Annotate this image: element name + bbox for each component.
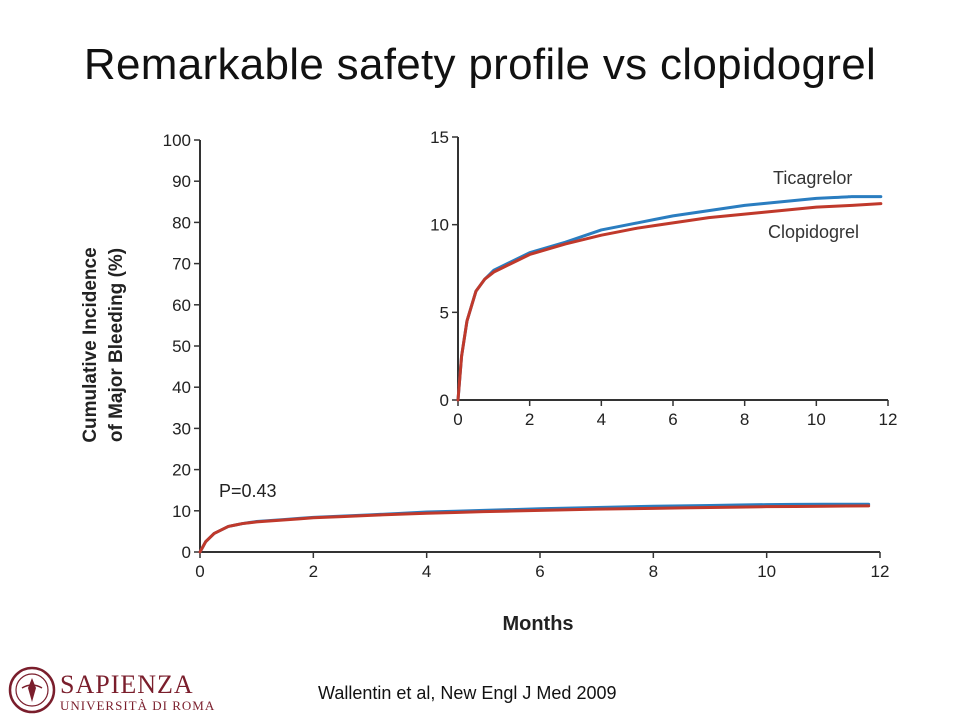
y-tick-label: 60	[172, 296, 191, 315]
p-value-annotation: P=0.43	[219, 481, 277, 501]
ticagrelor-label: Ticagrelor	[773, 168, 852, 188]
y-tick-label: 15	[430, 128, 449, 147]
y-tick-label: 10	[172, 502, 191, 521]
x-tick-label: 10	[757, 562, 776, 581]
x-tick-label: 0	[195, 562, 204, 581]
y-tick-label: 80	[172, 213, 191, 232]
y-tick-label: 0	[440, 391, 449, 410]
y-tick-label: 70	[172, 255, 191, 274]
logo-subtitle: UNIVERSITÀ DI ROMA	[60, 698, 216, 713]
inset-chart: 0 5 10 15 0 2 4 6 8 10 12 Ticagrelor Clopidogrel	[430, 128, 897, 429]
clopidogrel-label: Clopidogrel	[768, 222, 859, 242]
y-axis-label: Cumulative Incidence of Major Bleeding (%…	[80, 247, 127, 442]
x-tick-label: 2	[525, 410, 534, 429]
y-tick-label: 0	[182, 543, 191, 562]
logo-name: SAPIENZA	[60, 670, 194, 699]
x-tick-label: 8	[649, 562, 658, 581]
x-tick-label: 10	[807, 410, 826, 429]
inset-series-clopidogrel-line	[456, 202, 883, 402]
x-axis-label: Months	[502, 613, 573, 635]
university-seal-icon	[8, 666, 56, 714]
y-tick-label: 40	[172, 378, 191, 397]
x-tick-label: 0	[453, 410, 462, 429]
slide-title: Remarkable safety profile vs clopidogrel	[83, 40, 877, 89]
y-axis-label-line: Cumulative Incidence	[80, 247, 101, 442]
y-tick-label: 100	[163, 131, 191, 150]
y-tick-label: 30	[172, 419, 191, 438]
x-tick-label: 6	[668, 410, 677, 429]
x-tick-label: 2	[309, 562, 318, 581]
y-tick-label: 20	[172, 461, 191, 480]
logo-wordmark: SAPIENZA UNIVERSITÀ DI ROMA	[60, 672, 215, 714]
y-tick-label: 50	[172, 337, 191, 356]
x-tick-label: 6	[535, 562, 544, 581]
x-tick-label: 4	[597, 410, 606, 429]
y-tick-label: 5	[440, 303, 449, 322]
x-tick-label: 12	[871, 562, 890, 581]
citation: Wallentin et al, New Engl J Med 2009	[318, 683, 617, 703]
x-tick-label: 4	[422, 562, 431, 581]
y-tick-label: 90	[172, 172, 191, 191]
y-axis-label-line: of Major Bleeding (%)	[106, 248, 127, 442]
y-tick-label: 10	[430, 216, 449, 235]
series-clopidogrel-line	[198, 504, 871, 554]
x-tick-label: 8	[740, 410, 749, 429]
x-tick-label: 12	[879, 410, 898, 429]
